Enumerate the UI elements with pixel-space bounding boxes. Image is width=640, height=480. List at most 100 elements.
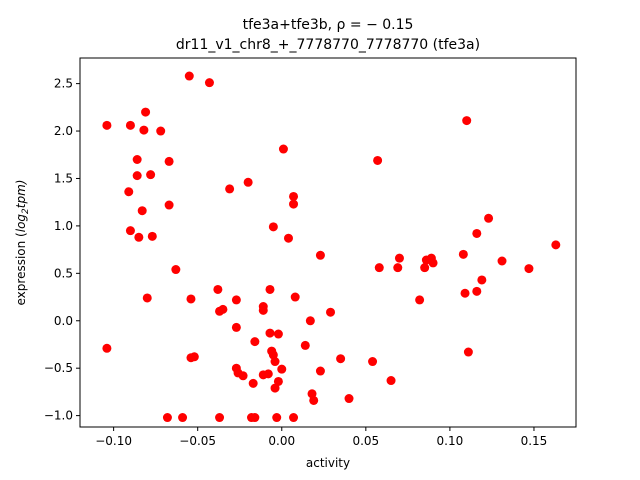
data-point-76: [415, 295, 425, 305]
data-point-84: [463, 347, 473, 357]
data-point-86: [472, 228, 482, 238]
y-axis-label-log: log: [14, 214, 28, 233]
y-tick-label: 0.0: [54, 314, 73, 328]
chart-title-line2: dr11_v1_chr8_+_7778770_7778770 (tfe3a): [176, 37, 480, 53]
y-tick-label: 2.5: [54, 77, 73, 91]
data-point-77: [420, 263, 430, 273]
y-tick-label: 2.0: [54, 124, 73, 138]
data-point-22: [289, 191, 299, 201]
data-point-56: [277, 364, 287, 374]
x-tick-label: 0.05: [352, 434, 379, 448]
data-point-47: [270, 357, 280, 367]
data-point-23: [289, 199, 299, 209]
data-point-73: [374, 263, 384, 273]
data-point-26: [186, 294, 196, 304]
data-point-37: [273, 329, 283, 339]
plot-area-frame: [79, 57, 577, 428]
data-point-17: [125, 226, 135, 236]
data-point-32: [258, 305, 268, 315]
data-point-30: [231, 295, 241, 305]
data-point-89: [497, 256, 507, 266]
data-point-11: [124, 187, 134, 197]
data-point-66: [178, 413, 188, 423]
data-point-27: [213, 284, 223, 294]
data-point-38: [305, 316, 315, 326]
chart-title-line1: tfe3a+tfe3b, ρ = − 0.15: [243, 17, 414, 33]
data-point-7: [132, 155, 142, 164]
data-point-50: [368, 357, 378, 367]
data-point-36: [265, 328, 275, 338]
data-point-58: [248, 378, 258, 388]
y-tick-label: 1.0: [54, 219, 73, 233]
data-point-57: [315, 366, 325, 376]
data-point-65: [162, 413, 172, 423]
x-tick-label: 0.15: [521, 434, 548, 448]
data-point-82: [460, 288, 470, 298]
y-tick-label: 1.5: [54, 171, 73, 185]
data-point-75: [394, 253, 404, 263]
data-point-83: [462, 116, 472, 126]
data-point-6: [204, 78, 214, 88]
data-point-16: [278, 144, 288, 154]
data-point-10: [164, 156, 174, 166]
data-point-88: [484, 213, 494, 223]
data-point-91: [551, 240, 561, 250]
data-point-64: [386, 376, 396, 386]
data-point-90: [524, 264, 534, 274]
x-tick-label: −0.05: [179, 434, 216, 448]
data-point-41: [102, 343, 112, 353]
x-tick-label: 0.00: [268, 434, 295, 448]
data-point-69: [250, 413, 260, 423]
data-point-71: [289, 413, 299, 423]
data-point-13: [164, 200, 174, 210]
data-point-39: [326, 307, 336, 317]
data-point-34: [290, 292, 300, 302]
y-axis-ticks: −1.0 −0.5 0.0 0.5 1.0 1.5 2.0 2.5: [44, 77, 80, 423]
data-point-80: [428, 258, 438, 268]
data-point-85: [472, 286, 482, 296]
data-point-8: [132, 171, 142, 181]
y-tick-label: −1.0: [44, 409, 73, 423]
data-point-14: [225, 184, 235, 194]
data-point-25: [142, 293, 152, 303]
data-point-44: [250, 337, 260, 347]
data-point-18: [134, 232, 144, 242]
data-point-70: [272, 413, 282, 423]
data-point-3: [139, 125, 149, 135]
data-point-87: [477, 275, 487, 285]
data-point-1: [125, 120, 135, 130]
data-point-20: [268, 222, 278, 232]
y-axis-label: expression (log2tpm): [14, 180, 31, 306]
data-point-43: [189, 352, 199, 362]
data-point-5: [184, 71, 194, 81]
data-point-49: [336, 354, 346, 364]
data-point-29: [218, 304, 228, 314]
data-point-21: [283, 233, 293, 243]
data-point-2: [141, 107, 151, 117]
y-tick-label: 0.5: [54, 266, 73, 280]
data-point-62: [309, 395, 319, 405]
x-axis-label: activity: [306, 456, 350, 470]
data-point-81: [458, 249, 468, 259]
data-point-74: [393, 263, 403, 273]
data-point-72: [373, 155, 383, 165]
data-point-9: [146, 170, 156, 180]
data-point-19: [147, 231, 157, 241]
x-tick-label: −0.10: [95, 434, 132, 448]
data-point-33: [265, 284, 275, 294]
data-point-67: [215, 413, 225, 423]
data-point-15: [243, 177, 253, 187]
y-axis-label-tpm: tpm): [14, 180, 28, 209]
data-point-4: [156, 126, 166, 136]
y-axis-label-prefix: expression (: [14, 232, 28, 305]
data-point-59: [273, 376, 283, 386]
data-point-12: [137, 206, 147, 216]
x-tick-label: 0.10: [437, 434, 464, 448]
data-point-48: [300, 340, 310, 350]
data-point-60: [270, 383, 280, 393]
y-axis-label-subscript: 2: [21, 208, 31, 214]
data-point-24: [171, 265, 181, 275]
data-point-53: [238, 371, 248, 381]
x-axis-ticks: −0.10 −0.05 0.00 0.05 0.10 0.15: [95, 427, 547, 448]
